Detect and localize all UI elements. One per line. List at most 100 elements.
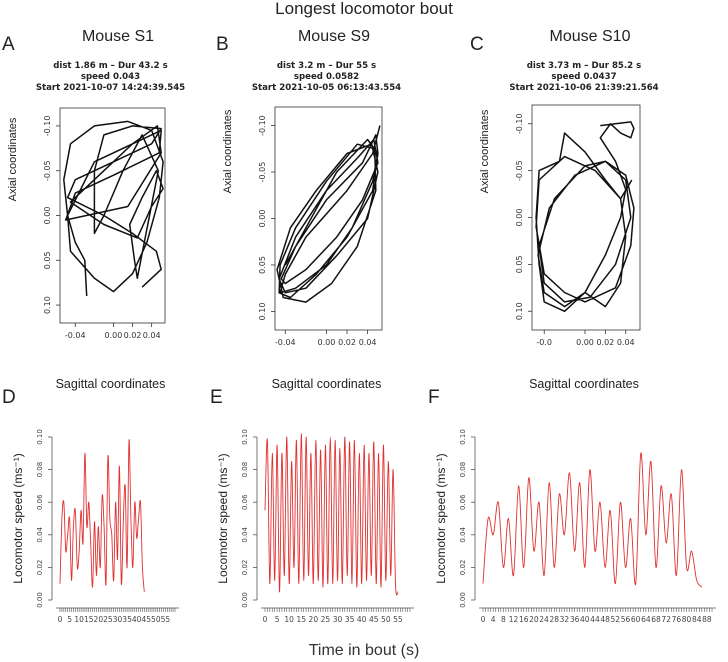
x-axis-label: Sagittal coordinates bbox=[272, 377, 382, 391]
x-tick-label: 40 bbox=[357, 615, 367, 624]
x-tick-label: 56 bbox=[621, 615, 631, 624]
y-tick-label: 0.00 bbox=[36, 592, 44, 608]
y-tick-label: 0.10 bbox=[459, 429, 467, 445]
panel-title: Mouse S9 bbox=[298, 28, 370, 45]
x-tick-label: 60 bbox=[631, 615, 641, 624]
panel-e: E 0.00 0.02 0.04 0.06 0.08 0.10 Locomotor speed… bbox=[210, 387, 414, 624]
y-tick-label: -0.05 bbox=[43, 160, 52, 181]
y-tick-label: -0.05 bbox=[258, 162, 267, 183]
trajectory-line bbox=[64, 121, 163, 296]
x-tick-label: 10 bbox=[74, 615, 84, 624]
y-tick-label: 0.08 bbox=[459, 462, 467, 478]
x-tick-label: 0.02 bbox=[124, 331, 142, 340]
y-tick-label: 0.08 bbox=[36, 462, 44, 478]
x-tick-label: -0.04 bbox=[275, 338, 296, 347]
x-tick-label: 25 bbox=[321, 615, 331, 624]
x-tick-label: 0.00 bbox=[318, 338, 336, 347]
x-tick-label: 45 bbox=[369, 615, 379, 624]
y-tick-label: 0.02 bbox=[36, 560, 44, 576]
y-tick-label: 0.06 bbox=[241, 494, 249, 510]
y-tick-label: -0.10 bbox=[258, 115, 267, 136]
x-tick-label: 5 bbox=[67, 615, 72, 624]
info-line: dist 3.2 m – Dur 55 s bbox=[277, 61, 376, 71]
y-axis-label: Axial coordinates bbox=[7, 117, 19, 201]
info-line: Start 2021-10-05 06:13:43.554 bbox=[252, 83, 401, 93]
x-tick-label: 40 bbox=[580, 615, 590, 624]
y-tick-label: 0.10 bbox=[43, 296, 52, 314]
panel-c: C Mouse S10 dist 3.73 m – Dur 85.2 sspeed … bbox=[470, 28, 659, 391]
y-axis-label: Locomotor speed (ms⁻¹) bbox=[216, 453, 230, 583]
trajectory-line bbox=[277, 126, 380, 303]
x-axis-label: Sagittal coordinates bbox=[56, 377, 166, 391]
figure-title: Longest locomotor bout bbox=[275, 0, 453, 18]
y-tick-label: 0.06 bbox=[459, 494, 467, 510]
y-tick-label: 0.00 bbox=[515, 209, 524, 227]
panel-letter: C bbox=[470, 34, 484, 55]
x-tick-label: 88 bbox=[702, 615, 712, 624]
x-tick-label: 76 bbox=[672, 615, 682, 624]
x-tick-label: -0.04 bbox=[65, 331, 86, 340]
x-tick-label: 68 bbox=[651, 615, 661, 624]
speed-line bbox=[265, 434, 398, 595]
figure: Longest locomotor bout A Mouse S1 dist 1.8… bbox=[0, 0, 728, 662]
x-tick-label: 12 bbox=[509, 615, 519, 624]
x-tick-label: 4 bbox=[491, 615, 496, 624]
x-tick-label: 84 bbox=[692, 615, 702, 624]
x-tick-label: 0.00 bbox=[105, 331, 123, 340]
panel-letter: E bbox=[210, 387, 223, 408]
panel-letter: F bbox=[428, 387, 440, 408]
y-tick-label: 0.10 bbox=[241, 429, 249, 445]
x-tick-label: 44 bbox=[590, 615, 600, 624]
y-tick-label: 0.08 bbox=[241, 462, 249, 478]
x-tick-label: 25 bbox=[103, 615, 113, 624]
x-tick-label: 32 bbox=[560, 615, 570, 624]
y-tick-label: 0.00 bbox=[459, 592, 467, 608]
x-tick-label: 40 bbox=[132, 615, 142, 624]
panel-title: Mouse S1 bbox=[82, 28, 154, 45]
y-tick-label: -0.10 bbox=[515, 113, 524, 134]
x-tick-label: 20 bbox=[529, 615, 539, 624]
x-tick-label: 30 bbox=[333, 615, 343, 624]
x-tick-label: 20 bbox=[309, 615, 319, 624]
y-tick-label: 0.05 bbox=[258, 256, 267, 274]
y-tick-label: 0.10 bbox=[36, 429, 44, 445]
x-tick-label: 36 bbox=[570, 615, 580, 624]
x-tick-label: 0.02 bbox=[596, 338, 614, 347]
x-tick-label: 15 bbox=[84, 615, 94, 624]
x-tick-label: 28 bbox=[549, 615, 559, 624]
x-tick-label: 55 bbox=[161, 615, 171, 624]
x-tick-label: 0 bbox=[481, 615, 486, 624]
x-tick-label: 0.00 bbox=[576, 338, 594, 347]
x-tick-label: 80 bbox=[682, 615, 692, 624]
panel-letter: A bbox=[2, 34, 15, 55]
y-tick-label: 0.04 bbox=[36, 526, 44, 542]
y-axis-label: Axial coordinates bbox=[479, 109, 491, 193]
x-tick-label: 52 bbox=[611, 615, 621, 624]
x-tick-label: 0.04 bbox=[359, 338, 377, 347]
y-axis-label: Locomotor speed (ms⁻¹) bbox=[434, 453, 448, 583]
y-tick-label: 0.05 bbox=[43, 251, 52, 269]
x-tick-label: 0.04 bbox=[143, 331, 161, 340]
trajectory-line bbox=[536, 122, 634, 311]
panel-d: D 0.00 0.02 0.04 0.06 0.08 0.10 Locomotor speed… bbox=[2, 387, 179, 624]
speed-line bbox=[60, 440, 144, 592]
x-tick-label: 50 bbox=[151, 615, 161, 624]
y-tick-label: 0.00 bbox=[241, 592, 249, 608]
info-line: dist 1.86 m – Dur 43.2 s bbox=[53, 61, 168, 71]
y-tick-label: 0.04 bbox=[241, 526, 249, 542]
y-tick-label: 0.05 bbox=[515, 255, 524, 273]
x-tick-label: 24 bbox=[539, 615, 549, 624]
y-tick-label: -0.10 bbox=[43, 116, 52, 137]
y-tick-label: 0.04 bbox=[459, 526, 467, 542]
panel-title: Mouse S10 bbox=[550, 28, 631, 45]
x-tick-label: 20 bbox=[94, 615, 104, 624]
x-tick-label: 45 bbox=[141, 615, 151, 624]
info-line: dist 3.73 m – Dur 85.2 s bbox=[527, 61, 642, 71]
x-tick-label: 64 bbox=[641, 615, 651, 624]
y-tick-label: 0.00 bbox=[43, 207, 52, 225]
x-tick-label: 5 bbox=[275, 615, 280, 624]
x-tick-label: 35 bbox=[345, 615, 355, 624]
y-tick-label: 0.02 bbox=[241, 560, 249, 576]
y-tick-label: 0.06 bbox=[36, 494, 44, 510]
